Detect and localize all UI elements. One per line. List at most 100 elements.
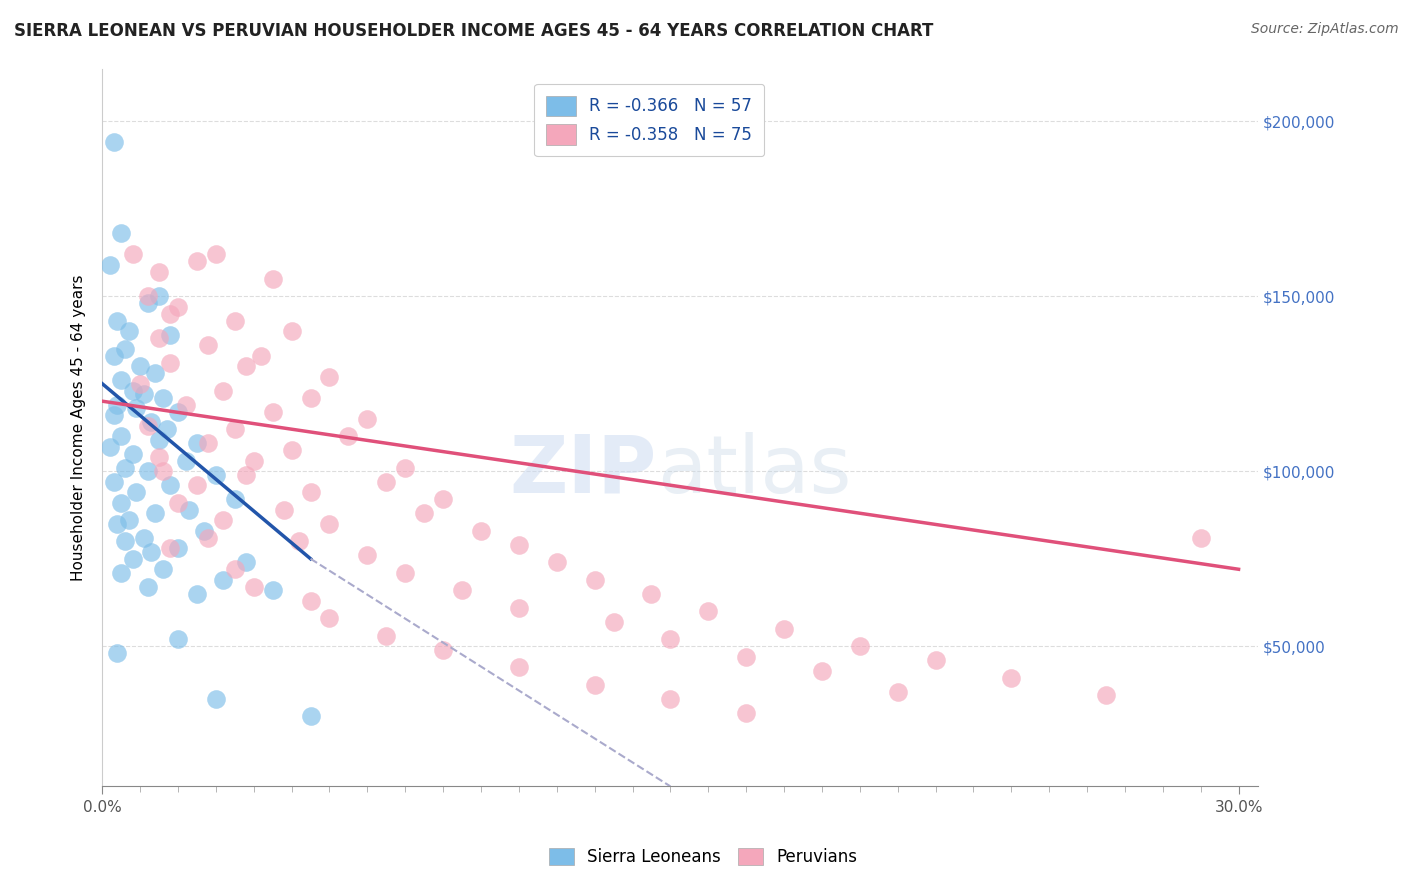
Point — [224, 422, 246, 436]
Point — [114, 342, 136, 356]
Point — [136, 464, 159, 478]
Point — [125, 485, 148, 500]
Point — [136, 289, 159, 303]
Point — [159, 541, 181, 556]
Point — [224, 562, 246, 576]
Point — [205, 691, 228, 706]
Point — [136, 296, 159, 310]
Text: SIERRA LEONEAN VS PERUVIAN HOUSEHOLDER INCOME AGES 45 - 64 YEARS CORRELATION CHA: SIERRA LEONEAN VS PERUVIAN HOUSEHOLDER I… — [14, 22, 934, 40]
Point — [110, 496, 132, 510]
Point — [129, 376, 152, 391]
Point — [242, 453, 264, 467]
Point — [508, 660, 530, 674]
Point — [143, 506, 166, 520]
Point — [288, 534, 311, 549]
Point — [132, 387, 155, 401]
Point — [110, 226, 132, 240]
Point — [224, 313, 246, 327]
Point — [583, 573, 606, 587]
Point — [432, 492, 454, 507]
Point — [105, 646, 128, 660]
Point — [262, 405, 284, 419]
Point — [148, 265, 170, 279]
Text: ZIP: ZIP — [509, 432, 657, 509]
Point — [735, 649, 758, 664]
Point — [318, 369, 340, 384]
Point — [174, 453, 197, 467]
Point — [159, 327, 181, 342]
Point — [141, 545, 163, 559]
Point — [470, 524, 492, 538]
Point — [105, 313, 128, 327]
Point — [114, 460, 136, 475]
Point — [602, 615, 624, 629]
Point — [375, 629, 398, 643]
Point — [167, 541, 190, 556]
Point — [318, 516, 340, 531]
Point — [224, 492, 246, 507]
Point — [167, 300, 190, 314]
Point — [186, 254, 208, 268]
Point — [179, 502, 201, 516]
Point — [235, 359, 257, 373]
Point — [148, 289, 170, 303]
Point — [242, 580, 264, 594]
Point — [136, 580, 159, 594]
Point — [205, 247, 228, 261]
Point — [186, 587, 208, 601]
Point — [205, 467, 228, 482]
Point — [773, 622, 796, 636]
Point — [299, 391, 322, 405]
Point — [105, 398, 128, 412]
Point — [811, 664, 834, 678]
Point — [394, 566, 416, 580]
Point — [159, 356, 181, 370]
Legend: R = -0.366   N = 57, R = -0.358   N = 75: R = -0.366 N = 57, R = -0.358 N = 75 — [534, 84, 763, 156]
Point — [546, 555, 568, 569]
Point — [155, 422, 177, 436]
Point — [262, 271, 284, 285]
Point — [273, 502, 295, 516]
Point — [193, 524, 215, 538]
Point — [394, 460, 416, 475]
Point — [174, 398, 197, 412]
Point — [103, 408, 125, 422]
Point — [132, 531, 155, 545]
Point — [280, 443, 302, 458]
Point — [1095, 689, 1118, 703]
Point — [356, 548, 378, 562]
Point — [299, 594, 322, 608]
Point — [432, 642, 454, 657]
Point — [114, 534, 136, 549]
Point — [129, 359, 152, 373]
Point — [262, 583, 284, 598]
Point — [886, 685, 908, 699]
Point — [125, 401, 148, 416]
Point — [186, 478, 208, 492]
Point — [143, 366, 166, 380]
Text: Source: ZipAtlas.com: Source: ZipAtlas.com — [1251, 22, 1399, 37]
Point — [212, 384, 235, 398]
Point — [110, 566, 132, 580]
Point — [148, 331, 170, 345]
Point — [98, 258, 121, 272]
Point — [105, 516, 128, 531]
Point — [159, 307, 181, 321]
Point — [1000, 671, 1022, 685]
Point — [299, 485, 322, 500]
Point — [152, 391, 174, 405]
Point — [197, 531, 219, 545]
Point — [356, 411, 378, 425]
Point — [735, 706, 758, 720]
Point — [118, 324, 141, 338]
Point — [197, 436, 219, 450]
Point — [413, 506, 436, 520]
Point — [849, 640, 872, 654]
Point — [121, 247, 143, 261]
Point — [121, 551, 143, 566]
Point — [924, 653, 946, 667]
Point — [103, 135, 125, 149]
Point — [508, 538, 530, 552]
Point — [148, 450, 170, 465]
Point — [103, 349, 125, 363]
